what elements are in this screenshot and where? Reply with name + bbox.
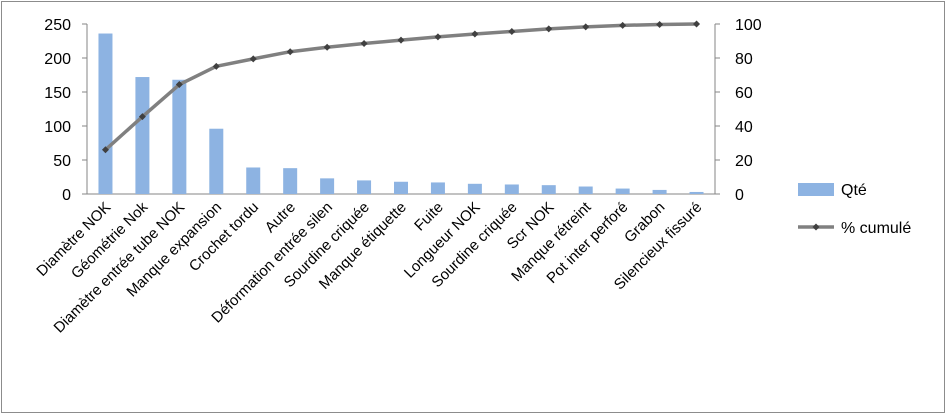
line-point xyxy=(545,25,553,33)
left-tick-label: 200 xyxy=(44,51,71,68)
legend-line-label: % cumulé xyxy=(841,220,911,237)
line-point xyxy=(101,146,109,154)
line-point xyxy=(434,33,442,41)
right-tick-label: 80 xyxy=(735,51,753,68)
legend-line-marker xyxy=(812,223,820,231)
left-tick-label: 100 xyxy=(44,119,71,136)
bar xyxy=(357,180,372,194)
line-point xyxy=(175,81,183,89)
right-tick-label: 40 xyxy=(735,119,753,136)
line-point xyxy=(656,21,664,29)
bar xyxy=(578,186,593,194)
bar xyxy=(172,79,187,194)
right-tick-label: 100 xyxy=(735,17,762,34)
line-point xyxy=(619,21,627,29)
bar xyxy=(394,181,408,194)
right-tick-label: 20 xyxy=(735,153,753,170)
right-tick-label: 60 xyxy=(735,85,753,102)
line-point xyxy=(138,113,146,121)
cumulative-line-series xyxy=(101,20,701,154)
bar xyxy=(246,167,261,194)
line-point xyxy=(693,20,701,28)
left-axis: 0 50 100 150 200 250 xyxy=(44,17,715,204)
right-tick-label: 0 xyxy=(735,187,744,204)
bar xyxy=(615,188,630,194)
legend: Qté % cumulé xyxy=(798,182,911,237)
bar xyxy=(689,191,704,194)
line-point xyxy=(323,43,331,51)
bar xyxy=(504,184,519,194)
bar xyxy=(652,189,667,194)
line-point xyxy=(471,30,479,38)
left-tick-label: 0 xyxy=(62,187,71,204)
line-point xyxy=(397,36,405,44)
left-tick-label: 250 xyxy=(44,17,71,34)
bar xyxy=(135,77,150,194)
line-point xyxy=(286,48,294,56)
bar-series xyxy=(98,33,704,194)
bar xyxy=(283,168,298,194)
bar xyxy=(467,183,482,194)
left-tick-label: 150 xyxy=(44,85,71,102)
bar xyxy=(541,185,556,194)
bar xyxy=(209,128,224,194)
line-point xyxy=(582,23,590,31)
legend-bar-label: Qté xyxy=(841,182,867,199)
legend-bar-swatch xyxy=(798,183,834,196)
left-tick-label: 50 xyxy=(53,153,71,170)
bar xyxy=(98,33,113,194)
line-point xyxy=(249,55,257,63)
bar xyxy=(430,182,445,194)
line-point xyxy=(212,62,220,70)
line-point xyxy=(508,27,516,35)
bar xyxy=(320,178,335,194)
right-axis: 0 20 40 60 80 100 xyxy=(714,17,762,204)
line-point xyxy=(360,40,368,48)
